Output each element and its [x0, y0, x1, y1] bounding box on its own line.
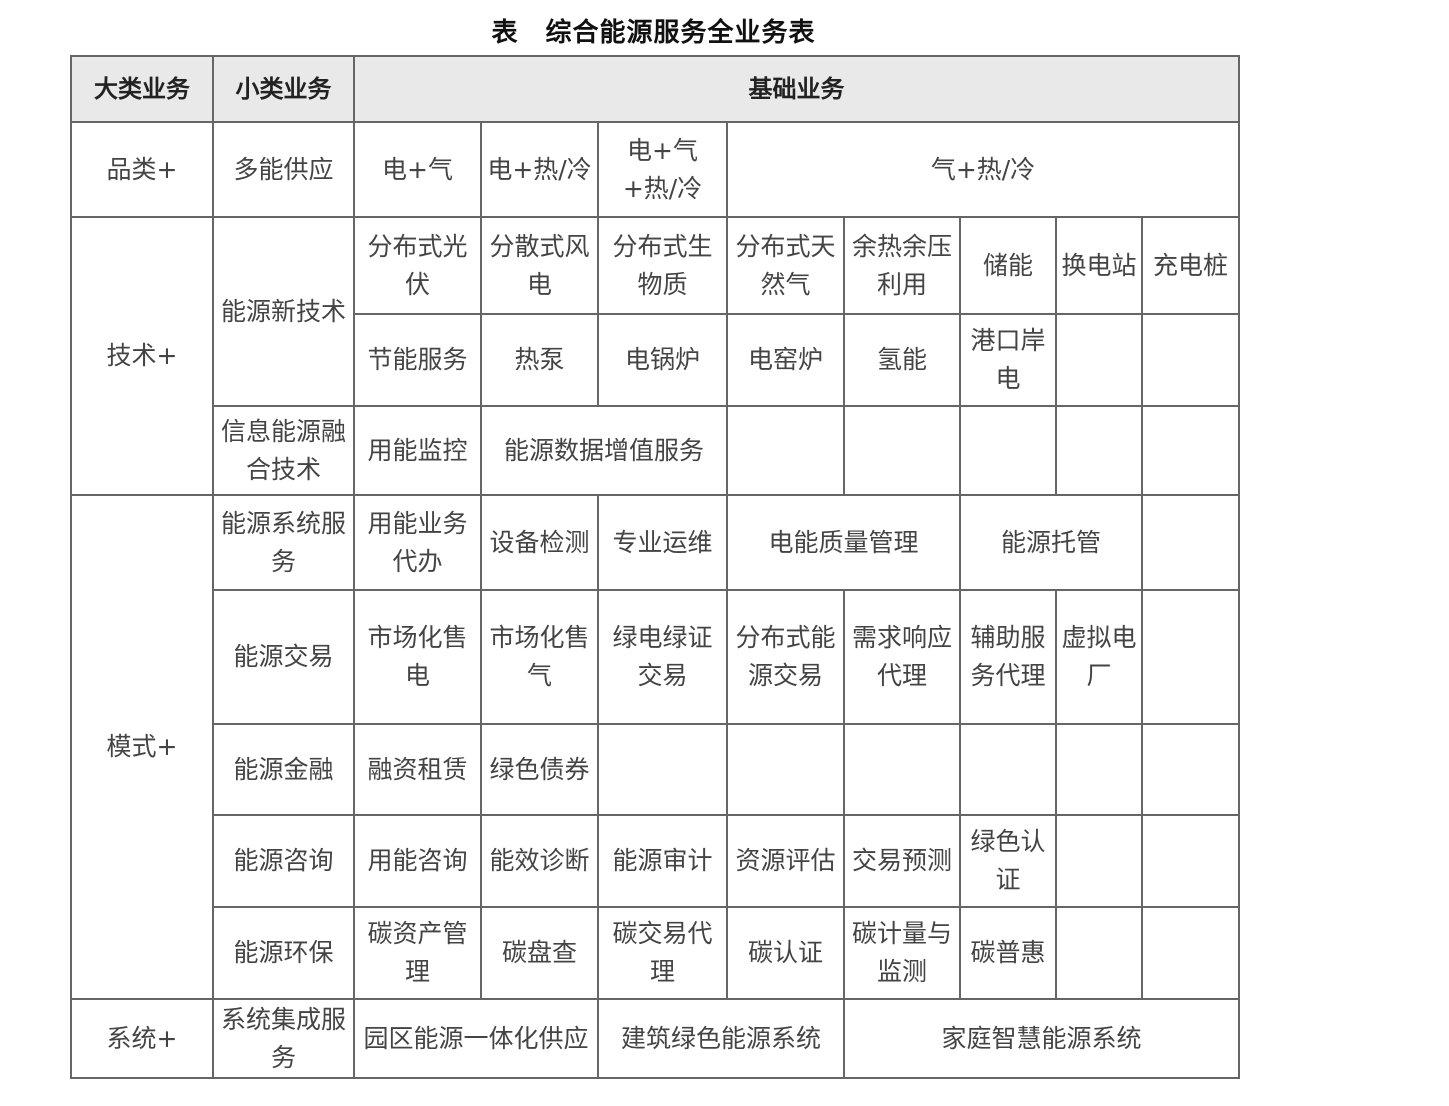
table-row: 品类+ 多能供应 电+气 电+热/冷 电+气+热/冷 气+热/冷 — [70, 121, 1240, 218]
cell: 融资租赁 — [353, 723, 482, 816]
minor-cell: 能源环保 — [212, 906, 355, 1000]
major-cell: 技术+ — [70, 216, 214, 496]
cell: 能源数据增值服务 — [480, 405, 728, 496]
cell: 建筑绿色能源系统 — [597, 998, 845, 1079]
cell — [959, 723, 1057, 816]
minor-cell: 能源咨询 — [212, 814, 355, 908]
cell: 辅助服务代理 — [959, 589, 1057, 725]
cell: 热泵 — [480, 313, 599, 407]
major-cell: 系统+ — [70, 998, 214, 1079]
table-row: 节能服务 热泵 电锅炉 电窑炉 氢能 港口岸电 — [71, 313, 1240, 407]
cell — [1055, 723, 1143, 816]
cell: 市场化售气 — [480, 589, 599, 725]
cell: 交易预测 — [843, 814, 961, 908]
cell: 家庭智慧能源系统 — [843, 998, 1240, 1079]
cell: 虚拟电厂 — [1055, 589, 1143, 725]
minor-cell: 能源系统服务 — [212, 494, 355, 591]
cell — [959, 405, 1057, 496]
cell — [726, 723, 845, 816]
header-basic: 基础业务 — [353, 55, 1240, 123]
table-row: 能源环保 碳资产管理 碳盘查 碳交易代理 碳认证 碳计量与监测 碳普惠 — [71, 906, 1240, 1000]
cell: 节能服务 — [353, 313, 482, 407]
cell: 能效诊断 — [480, 814, 599, 908]
cell: 用能业务代办 — [353, 494, 482, 591]
cell: 绿色认证 — [959, 814, 1057, 908]
cell: 分散式风电 — [480, 216, 599, 315]
table-title: 表 综合能源服务全业务表 — [491, 18, 816, 48]
cell: 电+气 — [353, 121, 482, 218]
cell — [597, 723, 728, 816]
cell: 碳交易代理 — [597, 906, 728, 1000]
major-cell: 模式+ — [70, 494, 214, 1000]
cell: 园区能源一体化供应 — [353, 998, 599, 1079]
cell: 电+热/冷 — [480, 121, 599, 218]
cell — [1141, 405, 1240, 496]
cell: 分布式天然气 — [726, 216, 845, 315]
cell — [1141, 723, 1240, 816]
cell — [1055, 313, 1143, 407]
table-row: 技术+ 能源新技术 分布式光伏 分散式风电 分布式生物质 分布式天然气 余热余压… — [70, 216, 1240, 496]
cell: 余热余压利用 — [843, 216, 961, 315]
cell — [1141, 313, 1240, 407]
cell: 换电站 — [1055, 216, 1143, 315]
cell — [1055, 814, 1143, 908]
cell: 碳认证 — [726, 906, 845, 1000]
header-row: 大类业务 小类业务 基础业务 — [70, 55, 1240, 123]
table-row: 系统+ 系统集成服务 园区能源一体化供应 建筑绿色能源系统 家庭智慧能源系统 — [70, 998, 1240, 1079]
cell: 港口岸电 — [959, 313, 1057, 407]
cell: 气+热/冷 — [726, 121, 1240, 218]
header-minor: 小类业务 — [212, 55, 355, 123]
table-row: 信息能源融合技术 用能监控 能源数据增值服务 — [71, 405, 1240, 496]
cell: 用能监控 — [353, 405, 482, 496]
minor-cell: 能源新技术 — [212, 216, 355, 407]
table-row: 能源交易 市场化售电 市场化售气 绿电绿证交易 分布式能源交易 需求响应代理 辅… — [71, 589, 1240, 725]
minor-cell: 能源交易 — [212, 589, 355, 725]
minor-cell: 能源金融 — [212, 723, 355, 816]
minor-cell: 多能供应 — [212, 121, 355, 218]
cell — [1141, 906, 1240, 1000]
cell: 需求响应代理 — [843, 589, 961, 725]
cell: 电+气+热/冷 — [597, 121, 728, 218]
cell: 电窑炉 — [726, 313, 845, 407]
cell: 碳盘查 — [480, 906, 599, 1000]
cell: 设备检测 — [480, 494, 599, 591]
cell: 电能质量管理 — [726, 494, 961, 591]
minor-cell: 系统集成服务 — [212, 998, 355, 1079]
cell — [1141, 589, 1240, 725]
business-table: 大类业务 小类业务 基础业务 品类+ 多能供应 电+气 电+热/冷 电+气+热/… — [70, 55, 1240, 1079]
cell — [1141, 814, 1240, 908]
cell: 绿电绿证交易 — [597, 589, 728, 725]
cell: 储能 — [959, 216, 1057, 315]
cell: 分布式生物质 — [597, 216, 728, 315]
cell: 氢能 — [843, 313, 961, 407]
major-cell: 品类+ — [70, 121, 214, 218]
table-row: 能源咨询 用能咨询 能效诊断 能源审计 资源评估 交易预测 绿色认证 — [71, 814, 1240, 908]
cell: 碳计量与监测 — [843, 906, 961, 1000]
cell: 分布式能源交易 — [726, 589, 845, 725]
cell: 市场化售电 — [353, 589, 482, 725]
cell: 电锅炉 — [597, 313, 728, 407]
cell: 分布式光伏 — [353, 216, 482, 315]
cell: 碳普惠 — [959, 906, 1057, 1000]
cell — [1141, 494, 1240, 591]
table-row: 能源金融 融资租赁 绿色债券 — [71, 723, 1240, 816]
minor-cell: 信息能源融合技术 — [212, 405, 355, 496]
header-major: 大类业务 — [70, 55, 214, 123]
cell: 碳资产管理 — [353, 906, 482, 1000]
cell — [843, 405, 961, 496]
cell — [843, 723, 961, 816]
table-row: 模式+ 能源系统服务 用能业务代办 设备检测 专业运维 电能质量管理 能源托管 — [70, 494, 1240, 1000]
cell: 专业运维 — [597, 494, 728, 591]
cell — [726, 405, 845, 496]
cell: 充电桩 — [1141, 216, 1240, 315]
cell: 能源托管 — [959, 494, 1143, 591]
cell: 能源审计 — [597, 814, 728, 908]
cell — [1055, 405, 1143, 496]
cell: 绿色债券 — [480, 723, 599, 816]
cell: 资源评估 — [726, 814, 845, 908]
cell: 用能咨询 — [353, 814, 482, 908]
cell — [1055, 906, 1143, 1000]
